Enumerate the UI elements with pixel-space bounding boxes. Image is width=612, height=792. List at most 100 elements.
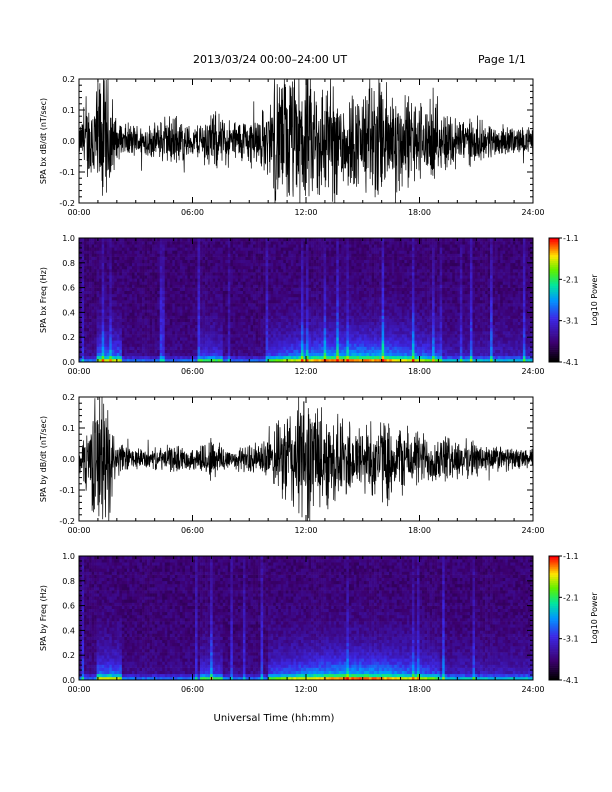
heat-cell	[182, 343, 186, 347]
heat-cell	[328, 355, 332, 360]
heat-cell	[366, 331, 370, 335]
heat-cell	[205, 241, 208, 245]
heat-cell	[328, 321, 332, 326]
heat-cell	[379, 244, 382, 248]
heat-cell	[86, 327, 90, 332]
heat-cell	[381, 349, 385, 353]
heat-cell	[94, 290, 97, 295]
heat-cell	[167, 272, 171, 276]
heat-cell	[232, 355, 236, 360]
heat-cell	[328, 331, 332, 335]
heat-cell	[79, 343, 82, 347]
heat-cell	[147, 340, 150, 344]
heat-cell	[154, 284, 158, 288]
heat-cell	[351, 293, 355, 298]
heat-cell	[235, 262, 239, 267]
heat-cell	[306, 241, 309, 245]
heat-cell	[273, 349, 277, 353]
heat-cell	[356, 331, 360, 335]
heat-cell	[131, 312, 135, 316]
heat-cell	[255, 265, 259, 270]
heat-cell	[184, 300, 188, 304]
heat-cell	[149, 241, 153, 245]
heat-cell	[222, 241, 226, 245]
heat-cell	[217, 337, 221, 341]
heat-cell	[179, 247, 183, 251]
heat-cell	[210, 321, 213, 326]
heat-cell	[303, 343, 307, 347]
heat-cell	[220, 327, 224, 332]
heat-cell	[343, 259, 347, 264]
heat-cell	[124, 293, 128, 298]
heat-cell	[232, 352, 236, 357]
heat-cell	[179, 275, 183, 279]
heat-cell	[139, 259, 143, 264]
heat-cell	[237, 296, 241, 301]
heat-cell	[94, 247, 97, 251]
heat-cell	[172, 290, 176, 295]
heat-cell	[159, 349, 163, 353]
heat-cell	[182, 265, 186, 270]
heat-cell	[263, 293, 266, 298]
heat-cell	[230, 250, 234, 254]
heat-cell	[174, 312, 178, 316]
heat-cell	[295, 355, 299, 360]
heat-cell	[154, 244, 158, 248]
heat-cell	[237, 269, 241, 273]
heat-cell	[265, 352, 269, 357]
heat-cell	[250, 259, 254, 264]
heat-cell	[341, 272, 345, 276]
heat-cell	[263, 238, 266, 242]
heat-cell	[126, 312, 130, 316]
heat-cell	[318, 278, 322, 282]
heat-cell	[293, 272, 297, 276]
heat-cell	[162, 321, 166, 326]
heat-cell	[275, 256, 279, 260]
heat-cell	[333, 358, 337, 363]
heat-cell	[285, 284, 289, 288]
heat-cell	[159, 334, 163, 338]
heat-cell	[230, 259, 234, 264]
heat-cell	[89, 324, 92, 329]
heat-cell	[174, 343, 178, 347]
heat-cell	[303, 303, 307, 307]
heat-cell	[167, 259, 171, 264]
heat-cell	[195, 250, 198, 254]
heat-cell	[293, 324, 297, 329]
heat-cell	[207, 241, 211, 245]
heat-cell	[174, 296, 178, 301]
heat-cell	[293, 265, 297, 270]
heat-cell	[86, 318, 90, 322]
heat-cell	[321, 327, 324, 332]
heat-cell	[240, 300, 244, 304]
heat-cell	[237, 331, 241, 335]
heat-cell	[364, 272, 367, 276]
heat-cell	[124, 272, 128, 276]
heat-cell	[311, 262, 314, 267]
heat-cell	[142, 253, 145, 257]
y-tick-label: 0.1	[62, 106, 75, 115]
heat-cell	[245, 340, 249, 344]
heat-cell	[164, 250, 168, 254]
heat-cell	[189, 312, 193, 316]
heat-cell	[306, 253, 309, 257]
heat-cell	[207, 253, 211, 257]
heat-cell	[384, 312, 388, 316]
heat-cell	[353, 324, 357, 329]
heat-cell	[343, 262, 347, 267]
heat-cell	[247, 315, 251, 319]
heat-cell	[263, 358, 266, 363]
heat-cell	[149, 334, 153, 338]
heat-cell	[235, 321, 239, 326]
heat-cell	[379, 309, 382, 313]
heat-cell	[333, 296, 337, 301]
heat-cell	[270, 309, 274, 313]
heat-cell	[321, 247, 324, 251]
heat-cell	[245, 358, 249, 363]
heat-cell	[86, 256, 90, 260]
heat-cell	[114, 238, 118, 242]
heat-cell	[253, 324, 256, 329]
heat-cell	[205, 250, 208, 254]
heat-cell	[353, 315, 357, 319]
heat-cell	[348, 275, 352, 279]
